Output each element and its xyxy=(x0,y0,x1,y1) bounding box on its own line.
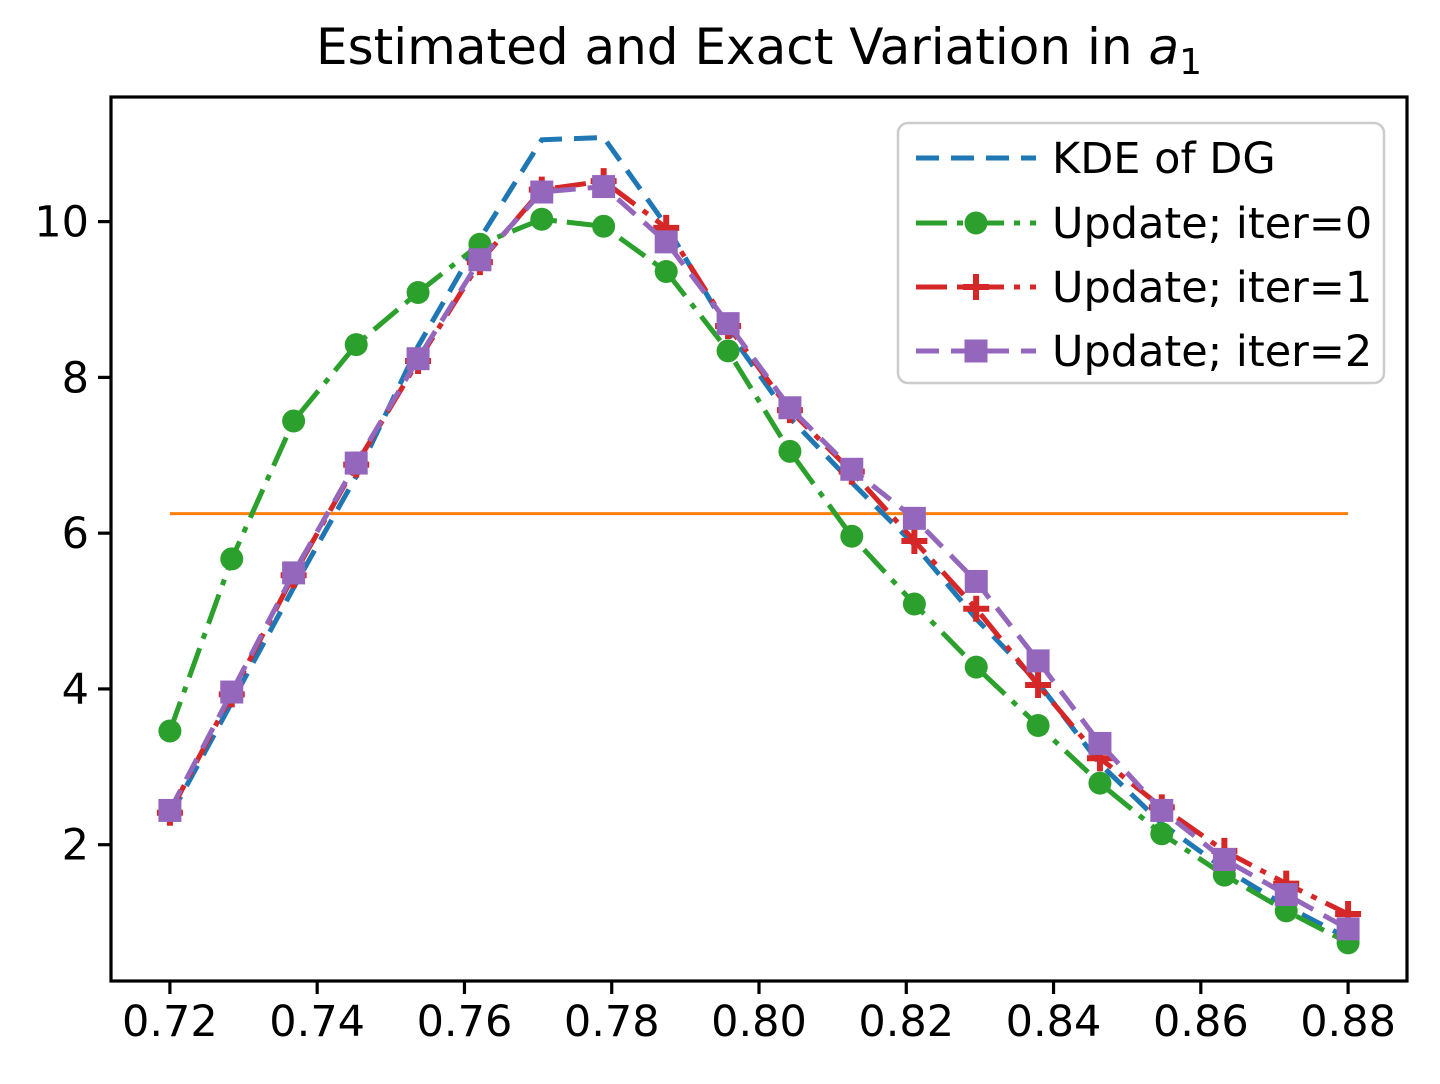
series-update-iter-2-marker-square xyxy=(158,798,182,822)
series-update-iter-0-marker-circle xyxy=(778,439,802,463)
legend-entry-kde-of-dg: KDE of DG xyxy=(916,134,1276,184)
series-update-iter-2-marker-square xyxy=(1212,847,1236,871)
x-tick-label: 0.76 xyxy=(417,997,513,1047)
series-update-iter-0-marker-circle xyxy=(902,592,926,616)
series-update-iter-2-marker-square xyxy=(1336,917,1360,941)
legend-entry-update-iter1: Update; iter=1 xyxy=(916,263,1372,313)
chart-title-variable: a xyxy=(1148,18,1179,76)
series-update-iter-2-marker-square xyxy=(654,230,678,254)
legend-sample-update-iter0 xyxy=(916,211,1036,235)
series-update-iter-0-marker-circle xyxy=(964,655,988,679)
legend-sample-update-iter2 xyxy=(916,339,1036,363)
series-update-iter-2-marker-square xyxy=(530,180,554,204)
y-tick-label: 4 xyxy=(62,665,89,715)
series-update-iter-2-marker-square xyxy=(964,569,988,593)
series-update-iter-2-marker-square xyxy=(1274,883,1298,907)
x-tick-label: 0.74 xyxy=(269,997,365,1047)
series-update-iter-2-marker-square xyxy=(406,347,430,371)
series-update-iter-0-marker-circle xyxy=(592,214,616,238)
series-update-iter-2-marker-square xyxy=(902,506,926,530)
series-update-iter-0-marker-circle xyxy=(530,207,554,231)
chart-title: Estimated and Exact Variation in a1 xyxy=(316,18,1202,83)
series-update-iter-1-marker-plus xyxy=(1025,672,1052,699)
series-update-iter-0-line xyxy=(167,216,1350,946)
series-update-iter-2-marker-square xyxy=(840,457,864,481)
legend-label-update-iter0: Update; iter=0 xyxy=(1052,199,1372,249)
series-update-iter-2 xyxy=(158,175,1360,941)
x-tick-label: 0.86 xyxy=(1153,997,1249,1047)
chart-title-main: Estimated and Exact Variation in xyxy=(316,18,1148,76)
y-tick-label: 6 xyxy=(62,509,89,559)
legend-marker-square xyxy=(964,339,988,363)
series-update-iter-0-marker-circle xyxy=(282,409,306,433)
series-update-iter-2-marker-square xyxy=(592,175,616,199)
legend-frame xyxy=(896,121,1386,385)
x-tick-label: 0.78 xyxy=(564,997,660,1047)
y-axis: 2 4 6 8 10 xyxy=(34,198,111,871)
series-update-iter-0-marker-circle xyxy=(1088,771,1112,795)
series-update-iter-1-marker-plus xyxy=(963,595,990,622)
series-update-iter-1-marker-plus xyxy=(901,527,928,554)
legend-sample-update-iter1 xyxy=(916,274,1036,300)
legend-entry-update-iter2: Update; iter=2 xyxy=(916,327,1372,377)
series-update-iter-0-marker-circle xyxy=(840,524,864,548)
series-update-iter-2-marker-square xyxy=(468,248,492,272)
series-update-iter-0-marker-circle xyxy=(158,719,182,743)
x-tick-label: 0.80 xyxy=(711,997,807,1047)
legend-label-update-iter1: Update; iter=1 xyxy=(1052,263,1372,313)
series-update-iter-0-marker-circle xyxy=(406,280,430,304)
series-update-iter-2-marker-square xyxy=(282,561,306,585)
series-update-iter-0-marker-circle xyxy=(1026,714,1050,738)
series-update-iter-0-marker-circle xyxy=(654,259,678,283)
series-update-iter-0-marker-circle xyxy=(716,339,740,363)
y-tick-label: 2 xyxy=(62,821,89,871)
legend-marker-circle xyxy=(964,211,988,235)
legend-label-kde-of-dg: KDE of DG xyxy=(1052,134,1276,184)
y-tick-label: 8 xyxy=(62,353,89,403)
series-update-iter-2-marker-square xyxy=(716,312,740,336)
y-tick-label: 10 xyxy=(34,198,89,248)
legend-marker-plus xyxy=(963,274,989,300)
legend-label-update-iter2: Update; iter=2 xyxy=(1052,327,1372,377)
x-tick-label: 0.72 xyxy=(122,997,218,1047)
x-tick-label: 0.88 xyxy=(1300,997,1396,1047)
x-tick-label: 0.82 xyxy=(858,997,954,1047)
series-update-iter-0-marker-circle xyxy=(1150,822,1174,846)
series-layer xyxy=(156,134,1362,955)
series-update-iter-2-marker-square xyxy=(1150,798,1174,822)
series-update-iter-2-marker-square xyxy=(1088,731,1112,755)
series-update-iter-2-marker-square xyxy=(778,396,802,420)
chart-title-subscript: 1 xyxy=(1179,42,1202,83)
series-update-iter-2-marker-square xyxy=(1026,649,1050,673)
series-update-iter-2-marker-square xyxy=(344,451,368,475)
series-update-iter-0-marker-circle xyxy=(220,547,244,571)
legend-entry-update-iter0: Update; iter=0 xyxy=(916,199,1372,249)
legend: KDE of DG Update; iter=0 Update; iter=1 … xyxy=(896,121,1386,385)
x-axis: 0.72 0.74 0.76 0.78 0.80 0.82 0.84 0.86 0.88 xyxy=(122,981,1396,1047)
x-tick-label: 0.84 xyxy=(1006,997,1102,1047)
series-update-iter-2-marker-square xyxy=(220,680,244,704)
series-update-iter-0-marker-circle xyxy=(344,333,368,357)
